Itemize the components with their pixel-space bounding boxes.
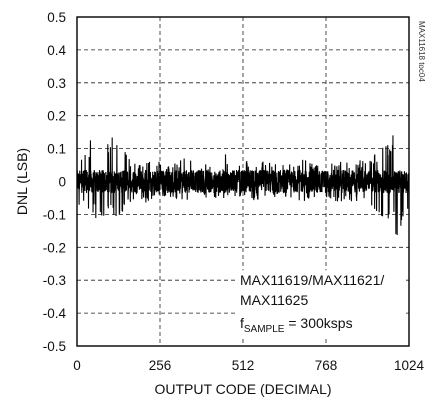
x-tick-label: 512 [232,358,255,373]
y-tick-label: 0.4 [47,43,66,58]
x-tick-label: 0 [73,358,81,373]
y-tick-label: 0.5 [47,10,66,25]
y-tick-label: -0.2 [43,240,66,255]
y-tick-label: 0.2 [47,109,66,124]
y-axis-title: DNL (LSB) [14,148,30,215]
y-tick-label: -0.1 [43,207,66,222]
annotation-f-value: = 300ksps [284,315,352,331]
annotation-f-subscript: SAMPLE [244,324,285,335]
annotation-sample-rate: fSAMPLE = 300ksps [240,315,353,335]
x-axis-ticks: 0 256 512 768 1024 [73,358,424,373]
y-tick-label: 0.3 [47,76,66,91]
y-tick-label: 0.1 [47,142,66,157]
y-tick-label: 0 [58,175,66,190]
y-tick-label: -0.4 [43,306,67,321]
annotation-f: f [240,315,244,331]
x-axis-title: OUTPUT CODE (DECIMAL) [154,381,331,397]
x-tick-label: 1024 [394,358,425,373]
y-axis-ticks: 0.5 0.4 0.3 0.2 0.1 0 -0.1 -0.2 -0.3 -0.4 -0.5 [43,10,67,354]
x-tick-label: 256 [149,358,172,373]
annotation-background [237,270,403,337]
y-tick-label: -0.5 [43,339,66,354]
annotation-line-2: MAX11625 [240,292,308,308]
x-tick-label: 768 [315,358,338,373]
annotation-line-1: MAX11619/MAX11621/ [240,272,384,288]
plot-frame [76,16,410,347]
y-tick-label: -0.3 [43,273,66,288]
dnl-series-line [76,135,410,236]
figure-code: MAX11618 toc04 [417,21,425,82]
